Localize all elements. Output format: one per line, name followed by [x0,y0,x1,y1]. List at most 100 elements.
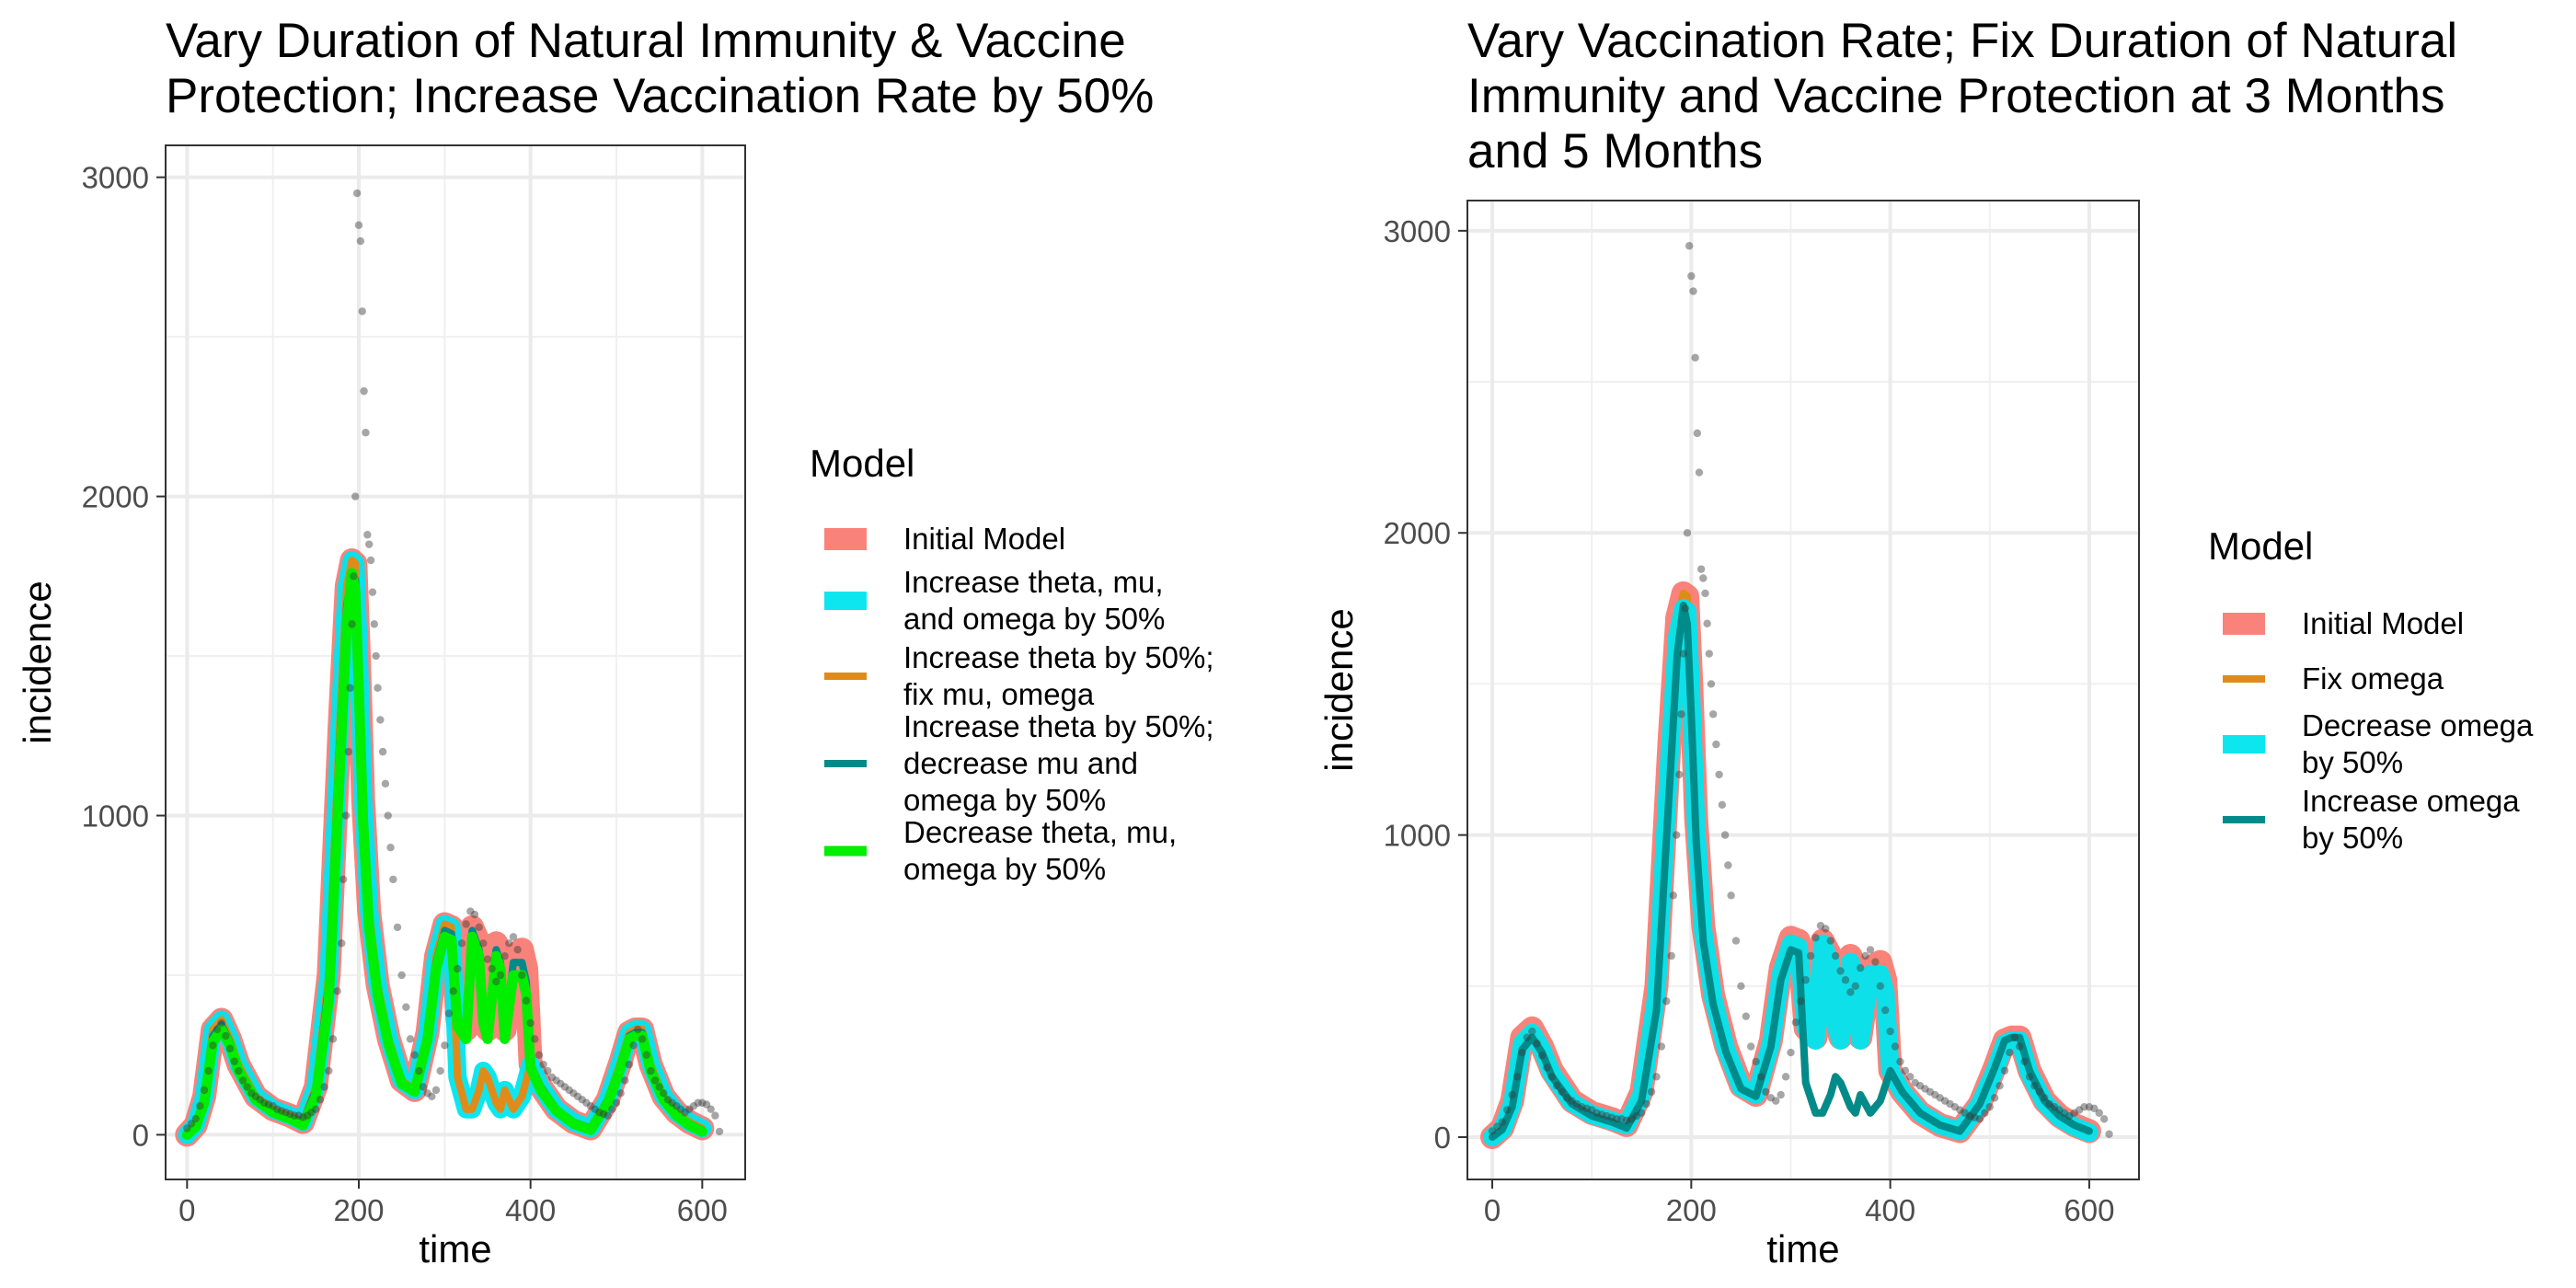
observed-point [1703,619,1711,627]
observed-point [522,996,531,1005]
observed-point [2010,1033,2019,1041]
observed-point [363,531,372,539]
observed-point [2045,1099,2053,1109]
x-tick-label: 200 [333,1193,384,1227]
grid [166,145,745,1179]
observed-point [668,1098,676,1107]
observed-point [526,1018,535,1028]
observed-point [1946,1099,1954,1109]
observed-point [586,1102,595,1110]
observed-point [1622,1116,1631,1125]
observed-point [1891,1042,1900,1051]
observed-point [247,1089,256,1098]
legend-title: Model [2208,524,2313,568]
legend-item: Increase theta by 50%;decrease mu andome… [824,709,1214,817]
observed-point [352,189,362,198]
observed-point [2055,1106,2064,1114]
observed-point [362,429,370,437]
observed-point [1685,242,1694,250]
observed-point [449,987,457,995]
observed-point [307,1108,316,1117]
observed-point [386,844,395,852]
legend-label: Initial Model [2302,606,2464,640]
chart-title-line-1: Vary Duration of Natural Immunity & Vacc… [166,14,1126,68]
observed-point [582,1098,591,1107]
x-axis-title: time [1766,1227,1839,1271]
observed-point [183,1124,191,1133]
observed-point [1669,891,1678,900]
legend-label: Increase theta, mu, [903,565,1163,599]
observed-point [1791,1018,1800,1027]
observed-point [358,307,366,316]
observed-point [406,1035,415,1043]
observed-point [608,1105,616,1113]
observed-point [560,1083,569,1091]
observed-point [1861,951,1869,960]
observed-point [1727,891,1735,900]
observed-point [638,1035,647,1043]
observed-point [1724,861,1732,869]
legend-item: Initial Model [824,522,1065,556]
observed-point [1689,287,1697,295]
observed-point [711,1111,719,1120]
observed-point [204,1066,213,1075]
observed-point [1493,1122,1501,1131]
observed-point [384,811,392,820]
observed-point [320,1083,328,1091]
observed-point [1766,1094,1776,1102]
observed-point [616,1089,625,1098]
series-line-5 [181,568,707,1140]
observed-point [2000,1066,2009,1075]
observed-point [196,1102,204,1110]
observed-point [599,1110,608,1119]
observed-point [351,492,360,500]
observed-point [1871,958,1880,966]
observed-point [2065,1111,2074,1121]
legend-item: Increase theta, mu,and omega by 50% [824,565,1165,636]
observed-point [462,920,470,928]
observed-point [1981,1109,1989,1117]
observed-point [1699,574,1708,582]
observed-point [238,1076,247,1085]
observed-point [1971,1113,1979,1121]
y-tick-label: 3000 [82,161,149,195]
observed-point [629,1041,638,1050]
legend-label: Fix omega [2302,661,2444,696]
observed-point [1747,1042,1755,1051]
observed-point [225,1044,235,1052]
observed-point [565,1086,573,1095]
observed-point [356,236,365,246]
observed-point [1647,1087,1656,1096]
x-tick-label: 400 [1865,1193,1915,1227]
legend-label: Increase theta by 50%; [903,709,1214,743]
chart-title-line-3: and 5 Months [1467,124,1763,178]
observed-point [483,955,492,963]
observed-point [230,1057,238,1065]
observed-point [1518,1048,1526,1057]
observed-point [1687,271,1696,281]
observed-point [325,1066,333,1075]
legend-item: Fix omega [2223,661,2444,696]
series-line-4 [1489,602,2093,1141]
observed-point [2041,1094,2049,1102]
y-tick-label: 0 [132,1118,149,1152]
observed-point [1508,1090,1516,1099]
observed-point [1797,997,1805,1006]
observed-point [1841,976,1850,984]
observed-point [415,1066,423,1075]
observed-point [2025,1073,2034,1081]
observed-point [2085,1102,2094,1111]
observed-point [1756,1073,1765,1081]
observed-point [1568,1097,1576,1105]
observed-point [366,556,375,565]
observed-point [294,1111,303,1120]
observed-point [277,1107,286,1115]
observed-point [1613,1115,1621,1123]
observed-point [370,620,378,628]
observed-point [1528,1027,1536,1036]
legend-title: Model [810,442,914,485]
observed-point [338,939,346,948]
observed-point [681,1108,689,1117]
